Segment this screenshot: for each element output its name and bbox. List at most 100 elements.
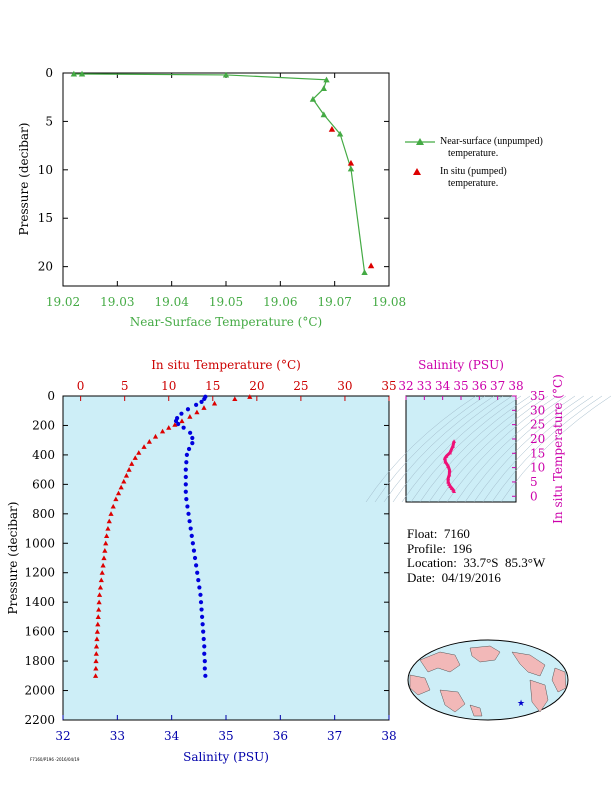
c2-temperature-point	[100, 562, 106, 568]
c2-temperature-point	[110, 503, 116, 509]
c1-y-tick-label: 15	[38, 211, 53, 225]
c1-y-tick-label: 10	[38, 163, 53, 177]
c2-salinity-point	[198, 592, 203, 597]
c2-salinity-point	[197, 585, 202, 590]
c1-unpumped-point	[320, 111, 327, 118]
c2-temperature-point	[113, 496, 119, 502]
c1-y-axis: 0 5 10 15 20	[38, 66, 389, 274]
c2-temperature-point	[98, 577, 104, 583]
c1-x-tick-label: 19.05	[209, 295, 243, 309]
c3-series	[442, 439, 457, 493]
c3-y-axis-label: In situ Temperature (°C)	[551, 374, 565, 524]
c2-salinity-point	[183, 489, 188, 494]
c3-ts-point	[452, 439, 457, 443]
c2-y-tick-label: 1200	[24, 566, 55, 580]
c3-ts-point	[444, 454, 449, 458]
c3-density-contour	[365, 395, 477, 503]
c1-x-axis: 19.02 19.03 19.04 19.05 19.06 19.07 19.08	[46, 73, 406, 309]
c3-ts-point	[452, 489, 457, 493]
c2-salinity-point	[199, 399, 204, 404]
c2-plot-area	[62, 395, 390, 721]
float-id: Float: 7160	[407, 526, 470, 541]
c1-pumped-point	[328, 125, 336, 132]
c1-y-tick-label: 5	[45, 114, 53, 128]
c2-salinity-point	[187, 519, 192, 524]
c3-x-axis: 32 33 34 35 36 37 38	[398, 379, 524, 400]
c2-temperature-point	[99, 570, 105, 575]
c2-temperature-point	[129, 461, 135, 466]
c2-salinity-point	[195, 570, 200, 575]
c2-salinity-point	[202, 644, 207, 649]
c2-temperature-point	[123, 472, 130, 478]
c2-top-tick-label: 10	[161, 379, 176, 393]
c2-salinity-point	[190, 541, 195, 546]
c3-density-contour	[410, 395, 522, 503]
c1-unpumped-point	[347, 165, 355, 172]
c2-temperature-point	[115, 490, 122, 496]
c1-unpumped-point	[222, 71, 230, 78]
c2-salinity-point	[202, 651, 207, 656]
c3-x-tick-label: 37	[490, 379, 505, 393]
c3-ts-point	[447, 468, 452, 473]
c2-temperature-point	[93, 643, 100, 649]
c3-y-tick-label: 25	[530, 418, 545, 432]
c2-salinity-point	[203, 673, 208, 678]
c3-y-tick-label: 5	[530, 475, 538, 489]
c1-x-tick-label: 19.03	[100, 295, 134, 309]
c2-temperature-point	[103, 540, 109, 546]
c2-temperature-point	[101, 555, 107, 561]
c3-x-tick-label: 35	[453, 379, 468, 393]
c2-temperature-point	[172, 422, 178, 427]
c1-unpumped-point	[361, 269, 368, 276]
c1-unpumped-point	[320, 85, 327, 92]
c2-temperature-point	[126, 467, 132, 472]
c2-temperature-point	[96, 592, 103, 597]
c2-salinity-point	[183, 467, 188, 472]
c2-y-axis-label: Pressure (decibar)	[6, 502, 20, 615]
c2-temperature-point	[105, 525, 111, 531]
c3-density-contour	[500, 395, 612, 503]
c3-density-contour	[437, 395, 549, 503]
c2-temperature-point	[96, 599, 102, 605]
c2-salinity-point	[179, 411, 184, 416]
legend-green-marker	[405, 138, 435, 145]
c2-salinity-point	[191, 548, 197, 553]
c2-temperature-point	[166, 425, 172, 430]
c2-salinity-point	[184, 496, 189, 502]
c3-density-contour	[383, 395, 495, 503]
c2-y-tick-label: 800	[32, 507, 55, 521]
c2-bottom-tick-label: 33	[110, 729, 125, 743]
c1-unpumped-point	[323, 76, 330, 83]
c2-salinity-point	[190, 441, 195, 446]
c2-y-tick-label: 200	[32, 418, 55, 432]
c3-y-tick-label: 0	[530, 489, 538, 503]
legend-pumped-line1: In situ (pumped)	[440, 166, 507, 177]
c2-bottom-tick-label: 32	[55, 729, 70, 743]
c2-y-tick-label: 1800	[24, 654, 55, 668]
c2-salinity-point	[183, 482, 188, 487]
c3-y-tick-label: 10	[530, 461, 545, 475]
c2-temperature-point	[187, 414, 193, 419]
c3-density-contours	[365, 395, 612, 503]
date: Date: 04/19/2016	[407, 569, 501, 585]
legend-unpumped-line2: temperature.	[448, 148, 499, 159]
c1-unpumped-point	[336, 130, 344, 137]
c2-temperature-point	[97, 584, 104, 590]
c2-salinity-point	[189, 533, 194, 539]
c2-temperature-point	[104, 533, 110, 538]
c1-x-tick-label: 19.04	[154, 295, 189, 309]
c2-bottom-tick-label: 36	[273, 729, 288, 743]
profile-chart: 0 5 10 15 20 25 30 35 32 33 34 35 36 37 38 0 200 400 600…	[6, 358, 397, 764]
c2-salinity-point	[183, 474, 188, 480]
c2-top-tick-label: 20	[249, 379, 264, 393]
c2-salinity-point	[200, 622, 205, 627]
c1-series-line	[73, 73, 366, 273]
c1-unpumped-point	[78, 70, 86, 77]
c2-salinity-point	[176, 421, 181, 427]
c2-salinity-point	[173, 418, 179, 424]
c2-top-tick-label: 0	[77, 379, 85, 393]
footer-text: F7160/P196 ·2016/04/19	[30, 757, 80, 762]
c1-y-tick-label: 0	[45, 66, 53, 80]
c2-salinity-point	[186, 446, 192, 452]
